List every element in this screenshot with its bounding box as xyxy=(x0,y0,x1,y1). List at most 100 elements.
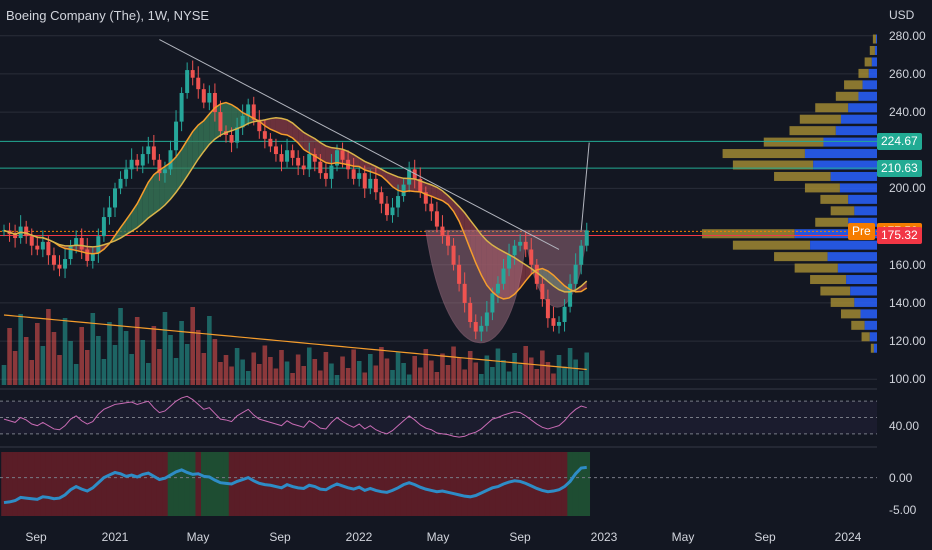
candle-body xyxy=(512,245,517,256)
ma-cloud-segment xyxy=(559,280,565,292)
volume-profile-bar-down xyxy=(844,80,863,90)
oscillator-background-band xyxy=(350,452,357,516)
volume-profile-bar-down xyxy=(804,183,840,193)
oscillator-background-band xyxy=(550,452,557,516)
volume-bar xyxy=(157,349,162,385)
volume-bar xyxy=(179,321,184,385)
volume-bar xyxy=(512,353,517,385)
volume-bar xyxy=(534,369,540,385)
chart-title: Boeing Company (The), 1W, NYSE xyxy=(6,8,210,23)
volume-bar xyxy=(251,352,257,385)
volume-profile-bar-up xyxy=(810,240,877,250)
volume-profile-bar-down xyxy=(815,103,849,113)
volume-profile-bar-down xyxy=(820,286,851,296)
candle-body xyxy=(40,241,45,250)
oscillator-background-band xyxy=(511,452,518,516)
oscillator-background-band xyxy=(295,452,302,516)
oscillator-background-band xyxy=(561,452,568,516)
volume-bar xyxy=(484,355,490,385)
oscillator-background-band xyxy=(156,452,163,516)
candle-body xyxy=(201,89,206,103)
candle-body xyxy=(146,146,151,155)
volume-bar xyxy=(168,335,173,385)
oscillator-background-band xyxy=(134,452,141,516)
oscillator-background-band xyxy=(289,452,296,516)
candle-body xyxy=(418,178,423,193)
volume-profile-bar-up xyxy=(860,309,877,319)
volume-bar xyxy=(218,362,223,385)
oscillator-background-band xyxy=(539,452,546,516)
price-axis-label: 260.00 xyxy=(889,66,926,81)
volume-bar xyxy=(523,346,528,385)
volume-bar xyxy=(528,357,534,385)
ma-cloud-segment xyxy=(176,149,182,193)
ma-cloud-segment xyxy=(320,142,326,163)
oscillator-background-band xyxy=(117,452,124,516)
oscillator-background-band xyxy=(534,452,541,516)
volume-bar xyxy=(151,326,157,385)
candle-body xyxy=(301,165,306,170)
oscillator-background-band xyxy=(167,452,174,516)
volume-profile-bar-up xyxy=(835,126,877,136)
candle-body xyxy=(118,178,123,189)
candle-body xyxy=(279,154,284,162)
ma-cloud-segment xyxy=(192,125,199,168)
price-axis-label: 200.00 xyxy=(889,181,926,196)
volume-profile-bar-up xyxy=(848,103,877,113)
volume-bar xyxy=(40,346,46,385)
volume-bar xyxy=(23,337,29,385)
candle-body xyxy=(501,268,506,284)
oscillator-background-band xyxy=(323,452,330,516)
volume-bar xyxy=(123,331,129,385)
ma-cloud-segment xyxy=(287,119,293,139)
volume-bar xyxy=(434,372,440,385)
rsi-line xyxy=(3,395,587,438)
candle-body xyxy=(451,245,456,265)
oscillator-background-band xyxy=(184,452,191,516)
oscillator-background-band xyxy=(23,452,30,516)
oscillator-background-band xyxy=(62,452,69,516)
oscillator-background-band xyxy=(78,452,85,516)
volume-bar xyxy=(301,366,306,385)
candle-body xyxy=(273,146,278,155)
candle-body xyxy=(434,211,439,227)
volume-bar xyxy=(340,356,345,385)
ma-cloud-segment xyxy=(520,261,526,289)
volume-profile-bar-down xyxy=(861,332,870,342)
oscillator-background-band xyxy=(300,452,307,516)
candle-body xyxy=(495,283,500,294)
candle-body xyxy=(90,253,95,261)
oscillator-background-band xyxy=(467,452,474,516)
price-tag: 210.63 xyxy=(877,159,922,177)
volume-profile-bar-down xyxy=(732,160,814,170)
volume-profile-bar-up xyxy=(854,297,877,307)
oscillator-background-band xyxy=(145,452,152,516)
candle-body xyxy=(551,318,556,326)
candle-body xyxy=(518,241,523,246)
volume-bar xyxy=(368,354,373,385)
volume-profile-bar-down xyxy=(810,275,847,285)
volume-bar xyxy=(362,372,368,385)
ma-cloud-segment xyxy=(492,245,498,297)
volume-bar xyxy=(240,359,245,385)
ma-cloud-segment xyxy=(325,145,332,164)
volume-bar xyxy=(195,330,201,385)
candle-body xyxy=(296,157,301,166)
oscillator-background-band xyxy=(139,452,147,516)
volume-bar xyxy=(107,322,112,385)
volume-bar xyxy=(495,348,501,385)
volume-bar xyxy=(345,368,351,385)
volume-profile-bar-up xyxy=(837,263,877,273)
candle-body xyxy=(312,154,317,162)
candle-body xyxy=(179,92,184,122)
volume-bar xyxy=(429,360,434,385)
candle-body xyxy=(285,150,290,162)
oscillator-background-band xyxy=(439,452,446,516)
volume-bar xyxy=(490,367,495,385)
volume-profile-bar-down xyxy=(763,137,824,147)
volume-profile-bar-up xyxy=(840,114,877,124)
oscillator-background-band xyxy=(151,452,158,516)
oscillator-background-band xyxy=(201,452,208,516)
volume-bar xyxy=(545,362,551,385)
